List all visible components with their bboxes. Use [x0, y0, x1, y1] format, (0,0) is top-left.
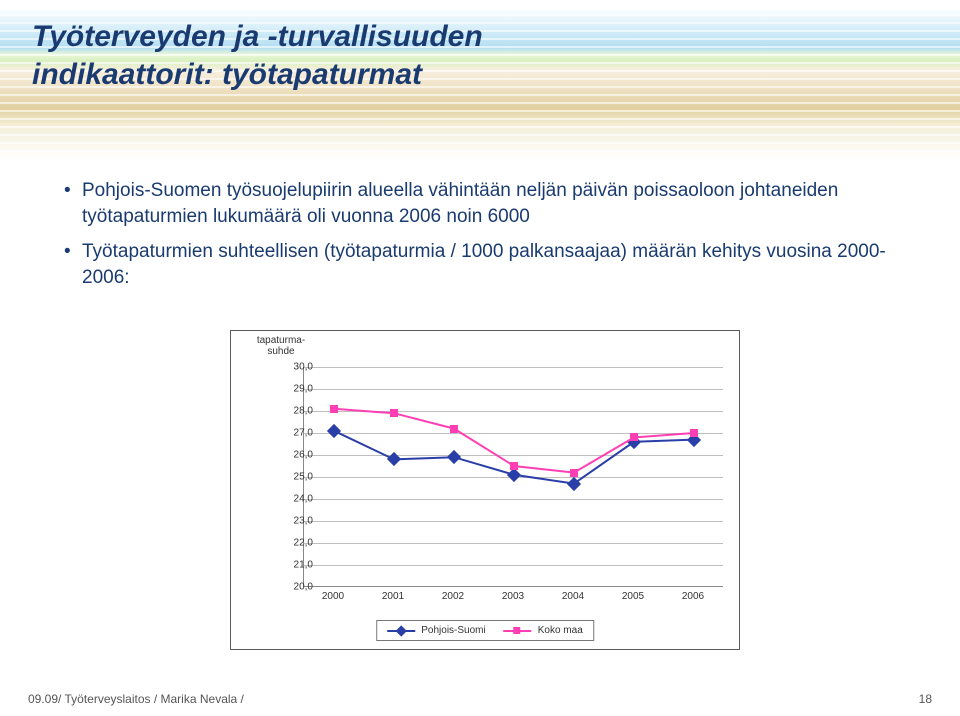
ytick-label: 25,0	[294, 472, 313, 483]
ytick-label: 24,0	[294, 494, 313, 505]
xtick-label: 2002	[442, 591, 464, 602]
bullet-list: Pohjois-Suomen työsuojelupiirin alueella…	[64, 178, 912, 301]
ytick-label: 22,0	[294, 538, 313, 549]
series-line	[304, 367, 724, 587]
title-line-2: indikaattorit: työtapaturmat	[32, 58, 422, 91]
series-marker	[510, 462, 518, 470]
page-number: 18	[919, 692, 932, 706]
series-marker	[630, 433, 638, 441]
xtick-label: 2003	[502, 591, 524, 602]
yaxis-title: tapaturma-suhde	[236, 335, 326, 357]
series-marker	[690, 429, 698, 437]
ytick-label: 23,0	[294, 516, 313, 527]
series-marker	[390, 409, 398, 417]
ytick-label: 29,0	[294, 384, 313, 395]
bullet-item: Pohjois-Suomen työsuojelupiirin alueella…	[64, 178, 912, 229]
legend-item: Pohjois-Suomi	[387, 625, 485, 636]
ytick-label: 20,0	[294, 582, 313, 593]
xtick-label: 2005	[622, 591, 644, 602]
legend: Pohjois-Suomi Koko maa	[376, 620, 594, 641]
legend-label: Pohjois-Suomi	[421, 625, 485, 636]
footer-left: 09.09/ Työterveyslaitos / Marika Nevala …	[28, 692, 244, 706]
series-marker	[450, 425, 458, 433]
title-line-1: Työterveyden ja -turvallisuuden	[32, 20, 483, 53]
bullet-item: Työtapaturmien suhteellisen (työtapaturm…	[64, 239, 912, 290]
page-title: Työterveyden ja -turvallisuuden indikaat…	[32, 18, 483, 93]
series-marker	[570, 469, 578, 477]
ytick-label: 21,0	[294, 560, 313, 571]
xtick-label: 2004	[562, 591, 584, 602]
legend-label: Koko maa	[538, 625, 583, 636]
ytick-label: 30,0	[294, 362, 313, 373]
xtick-label: 2001	[382, 591, 404, 602]
ytick-label: 28,0	[294, 406, 313, 417]
legend-item: Koko maa	[504, 625, 583, 636]
ytick-label: 26,0	[294, 450, 313, 461]
series-marker	[330, 405, 338, 413]
line-chart: tapaturma-suhde 20,0 21,0 22,0 23,0 24,0 25,0…	[230, 330, 740, 650]
footer: 09.09/ Työterveyslaitos / Marika Nevala …	[28, 692, 932, 706]
plot-area	[303, 367, 723, 587]
xtick-label: 2006	[682, 591, 704, 602]
xtick-label: 2000	[322, 591, 344, 602]
ytick-label: 27,0	[294, 428, 313, 439]
